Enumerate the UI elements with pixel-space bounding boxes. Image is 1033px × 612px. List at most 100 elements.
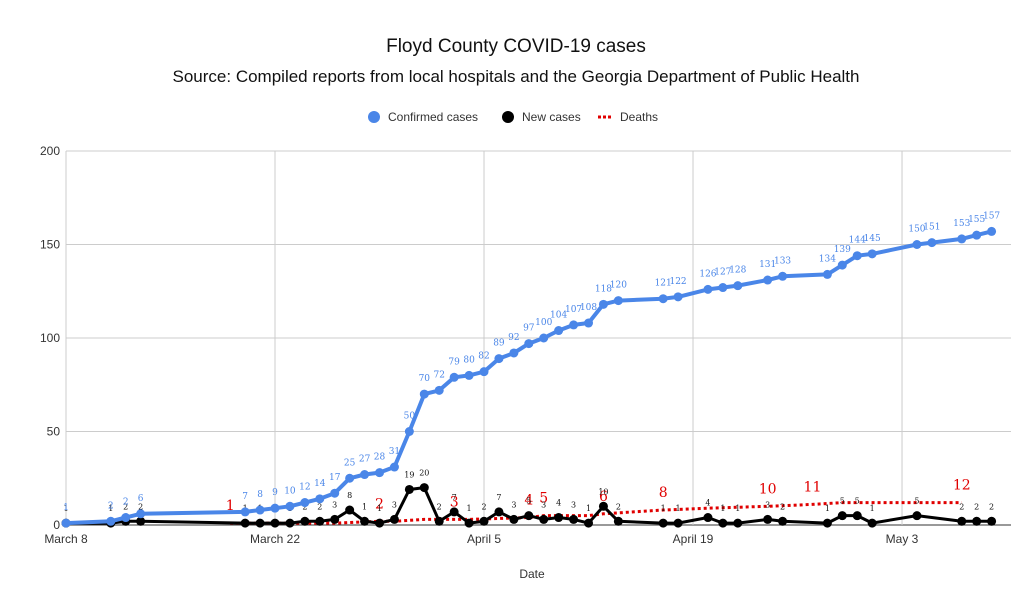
new-cases-point — [434, 516, 444, 526]
new-cases-point — [539, 514, 549, 524]
confirmed-cases-point — [270, 503, 280, 513]
x-tick-label: May 3 — [886, 532, 919, 546]
confirmed-cases-point — [957, 234, 967, 244]
new-cases-data-label: 1 — [108, 504, 113, 513]
new-cases-data-label: 7 — [452, 493, 457, 502]
new-cases-point — [285, 518, 295, 528]
new-cases-point — [598, 501, 608, 511]
new-cases-point — [837, 511, 847, 521]
confirmed-cases-point — [703, 284, 713, 294]
deaths-data-label: 3 — [450, 494, 459, 510]
confirmed-cases-data-label: 28 — [374, 453, 386, 463]
new-cases-point — [718, 518, 728, 528]
new-cases-data-label: 10 — [598, 487, 608, 496]
new-cases-data-label: 2 — [780, 502, 785, 511]
confirmed-cases-point — [479, 367, 489, 377]
deaths-data-label: 11 — [804, 479, 822, 495]
confirmed-cases-data-label: 100 — [535, 318, 552, 328]
confirmed-cases-data-label: 133 — [774, 256, 791, 266]
new-cases-data-label: 2 — [974, 502, 979, 511]
new-cases-point — [375, 518, 385, 528]
confirmed-cases-point — [61, 518, 71, 528]
y-tick-label: 200 — [40, 144, 60, 158]
new-cases-data-label: 19 — [404, 470, 414, 479]
new-cases-point — [404, 484, 414, 494]
confirmed-cases-point — [598, 299, 608, 309]
confirmed-cases-point — [763, 275, 773, 285]
confirmed-cases-data-label: 131 — [759, 260, 776, 270]
new-cases-point — [987, 516, 997, 526]
new-cases-point — [270, 518, 280, 528]
deaths-data-label: 12 — [953, 478, 971, 494]
confirmed-cases-point — [987, 226, 997, 236]
confirmed-cases-point — [255, 505, 265, 515]
confirmed-cases-data-label: 97 — [523, 324, 535, 334]
confirmed-cases-point — [300, 498, 310, 508]
confirmed-cases-point — [136, 509, 146, 519]
new-cases-point — [658, 518, 668, 528]
new-cases-data-label: 2 — [437, 502, 442, 511]
confirmed-cases-point — [464, 370, 474, 380]
confirmed-cases-point — [360, 470, 370, 480]
confirmed-cases-data-label: 79 — [448, 357, 460, 367]
confirmed-cases-point — [778, 271, 788, 281]
new-cases-point — [554, 513, 564, 523]
confirmed-cases-point — [539, 333, 549, 343]
confirmed-cases-point — [927, 238, 937, 248]
new-cases-point — [240, 518, 250, 528]
new-cases-data-label: 1 — [586, 504, 591, 513]
confirmed-cases-data-label: 150 — [908, 225, 925, 235]
confirmed-cases-data-label: 6 — [138, 494, 144, 504]
new-cases-point — [449, 507, 459, 517]
new-cases-point — [330, 514, 340, 524]
confirmed-cases-data-label: 7 — [242, 492, 248, 502]
new-cases-point — [494, 507, 504, 517]
new-cases-data-label: 5 — [855, 497, 860, 506]
new-cases-data-label: 8 — [347, 491, 352, 500]
new-cases-data-label: 3 — [765, 500, 770, 509]
confirmed-cases-point — [569, 320, 579, 330]
new-cases-data-label: 1 — [467, 504, 472, 513]
confirmed-cases-point — [524, 339, 534, 349]
deaths-data-label: 10 — [759, 481, 777, 497]
confirmed-cases-point — [509, 348, 519, 358]
confirmed-cases-data-label: 157 — [983, 211, 1000, 221]
confirmed-cases-data-label: 12 — [299, 483, 310, 493]
confirmed-cases-data-label: 108 — [580, 303, 597, 313]
new-cases-data-label: 2 — [138, 502, 143, 511]
deaths-data-label: 1 — [226, 498, 235, 514]
deaths-data-label: 6 — [599, 489, 608, 505]
legend: Confirmed cases New cases Deaths — [368, 110, 658, 124]
new-cases-point — [255, 518, 265, 528]
confirmed-cases-point — [345, 473, 355, 483]
deaths-data-label: 8 — [659, 485, 668, 501]
new-cases-point — [822, 518, 832, 528]
new-cases-point — [569, 514, 579, 524]
confirmed-cases-data-label: 89 — [493, 339, 505, 349]
confirmed-cases-data-label: 139 — [834, 245, 851, 255]
new-cases-point — [912, 511, 922, 521]
confirmed-cases-data-label: 25 — [344, 458, 356, 468]
new-cases-data-label: 4 — [556, 499, 561, 508]
new-cases-point — [972, 516, 982, 526]
new-cases-point — [315, 516, 325, 526]
chart-title: Floyd County COVID-19 cases — [386, 36, 646, 57]
confirmed-cases-line — [64, 229, 994, 526]
confirmed-cases-point — [389, 462, 399, 472]
new-cases-point — [852, 511, 862, 521]
confirmed-cases-data-label: 70 — [419, 374, 431, 384]
new-cases-point — [360, 516, 370, 526]
confirmed-cases-data-label: 10 — [284, 486, 296, 496]
confirmed-cases-point — [449, 372, 459, 382]
new-cases-point — [389, 514, 399, 524]
deaths-data-label: 4 — [524, 493, 533, 509]
deaths-data-label: 2 — [375, 496, 384, 512]
confirmed-cases-data-label: 153 — [953, 219, 970, 229]
y-tick-label: 0 — [53, 518, 60, 532]
new-cases-data-label: 5 — [914, 497, 919, 506]
confirmed-cases-point — [673, 292, 683, 302]
new-cases-point — [673, 518, 683, 528]
confirmed-cases-point — [867, 249, 877, 259]
confirmed-cases-data-label: 2 — [123, 498, 129, 508]
